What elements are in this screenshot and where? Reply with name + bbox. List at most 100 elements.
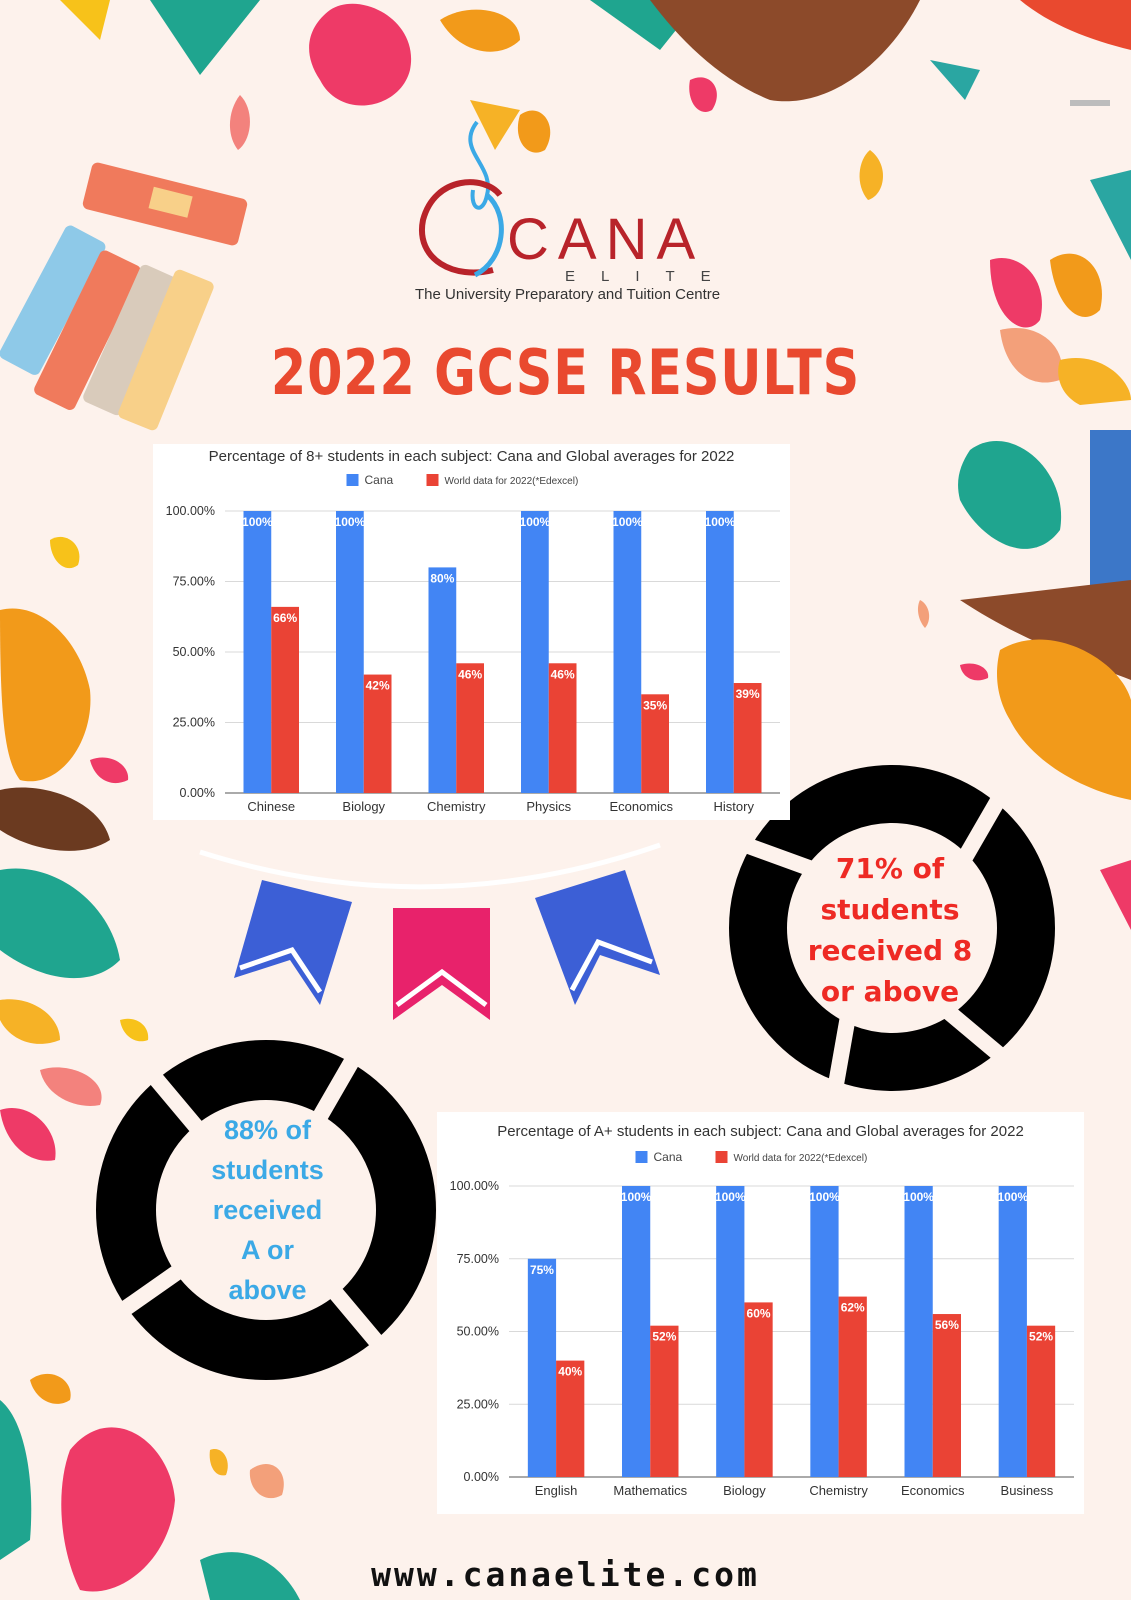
bar [613,511,642,793]
bar-data-label: 100% [809,1190,840,1204]
bar [456,663,484,793]
bar [363,674,392,793]
stat-8-above: 71% of students received 8 or above [800,848,980,1012]
website-link[interactable]: www.canaelite.com [371,1555,760,1594]
stat-a-above: 88% of students received A or above [190,1110,345,1310]
x-tick-label: Economics [609,799,673,814]
bunting-flag-icon [393,908,490,1020]
chart-svg: Percentage of A+ students in each subjec… [450,1123,1074,1498]
leaf-icon [1020,0,1131,50]
bar-data-label: 35% [643,698,667,712]
leaf-icon [997,639,1131,800]
leaf-icon [859,150,883,200]
chart-title: Percentage of A+ students in each subjec… [497,1123,1024,1140]
bar-data-label: 100% [705,515,736,529]
leaf-icon [150,0,260,75]
leaf-icon [440,9,520,52]
logo-word: CANA [507,207,705,272]
bar [521,511,549,793]
x-tick-label: Economics [901,1483,965,1498]
chart-aplus: Percentage of A+ students in each subjec… [437,1112,1084,1514]
leaf-icon [0,608,91,782]
bar [271,606,299,793]
bar-data-label: 62% [841,1301,865,1315]
bar [932,1314,961,1477]
stat-a-line: A or [241,1235,294,1265]
bar [556,1360,585,1477]
stat-a-line: received [212,1195,323,1225]
bunting-flag-icon [234,880,352,1005]
bar-data-label: 46% [458,667,482,681]
bar-data-label: 80% [430,571,454,585]
chart-title: Percentage of 8+ students in each subjec… [209,448,735,465]
legend-label: World data for 2022(*Edexcel) [445,476,579,487]
stat-a-line: 88% of [223,1115,312,1145]
page-title: 2022 GCSE RESULTS [270,336,861,409]
leaf-icon [90,757,129,784]
bar [336,511,364,793]
books-icon [0,162,248,431]
legend-swatch [635,1151,648,1163]
leaf-icon [0,787,110,851]
y-tick-label: 100.00% [166,504,215,518]
bar-data-label: 52% [1029,1330,1053,1344]
y-tick-label: 0.00% [180,786,215,800]
bar [904,1186,933,1477]
leaf-icon [0,999,60,1044]
x-tick-label: Mathematics [613,1483,687,1498]
bar [548,663,577,793]
y-tick-label: 50.00% [457,1325,499,1339]
leaf-icon [209,1449,228,1476]
stat-a-line: above [228,1275,307,1305]
bunting-flag-icon [535,870,660,1005]
leaf-icon [1090,170,1131,260]
bar-data-label: 100% [242,515,273,529]
bar [641,694,669,793]
leaf-icon [960,663,989,681]
bar-data-label: 100% [621,1190,652,1204]
bar [744,1302,773,1477]
x-tick-label: Biology [723,1483,766,1498]
leaf-icon [470,100,520,150]
leaf-icon [650,0,920,102]
leaf-icon [249,1464,284,1499]
x-tick-label: Business [1001,1483,1054,1498]
bar-data-label: 100% [903,1190,934,1204]
y-tick-label: 25.00% [173,716,215,730]
leaf-icon [200,1552,300,1600]
bar [838,1296,867,1477]
legend-swatch [346,474,359,486]
y-tick-label: 75.00% [173,575,215,589]
y-tick-label: 100.00% [450,1179,499,1193]
stat-8-line: 71% of [835,852,945,885]
leaf-icon [1050,253,1102,317]
leaf-icon [930,60,980,100]
bar-data-label: 46% [551,667,575,681]
leaf-icon [60,0,110,40]
legend-label: World data for 2022(*Edexcel) [734,1153,868,1164]
bar-data-label: 56% [935,1318,959,1332]
leaf-icon [120,1018,149,1042]
bar [810,1186,839,1477]
bar [998,1186,1027,1477]
stat-8-line: received 8 [807,934,973,967]
bar [716,1186,745,1477]
logo-tagline: The University Preparatory and Tuition C… [415,286,721,303]
y-tick-label: 50.00% [173,645,215,659]
x-tick-label: History [714,799,755,814]
chart-svg: Percentage of 8+ students in each subjec… [166,448,780,814]
leaf-icon [958,441,1062,549]
leaf-icon [1100,860,1131,930]
chart-8plus: Percentage of 8+ students in each subjec… [153,444,790,820]
bar-data-label: 100% [715,1190,746,1204]
x-tick-label: English [535,1483,578,1498]
bar [622,1186,651,1477]
bar [650,1325,679,1477]
x-tick-label: Chemistry [809,1483,868,1498]
legend-swatch [426,474,439,486]
bar [428,567,457,793]
leaf-icon [0,868,120,979]
bar [1026,1325,1056,1477]
bar-data-label: 100% [612,515,643,529]
